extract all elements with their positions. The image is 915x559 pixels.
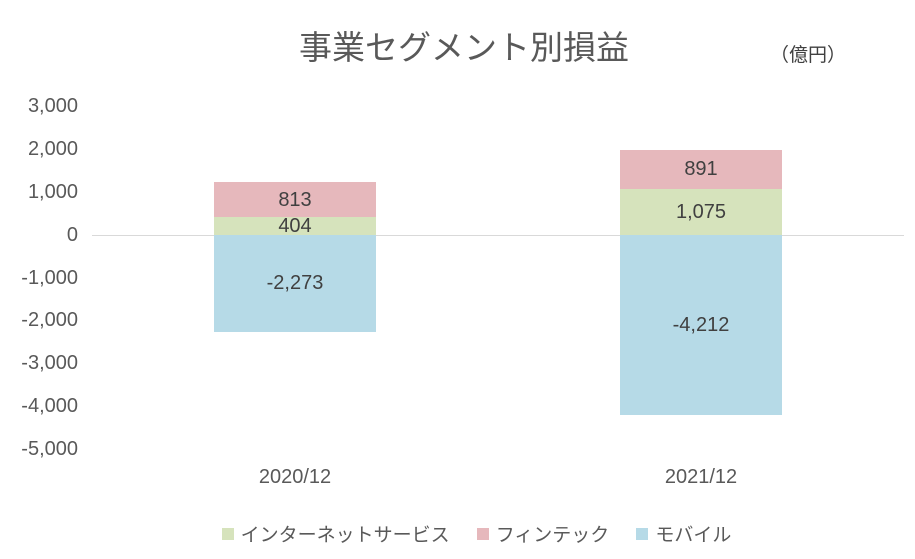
segment-value-label: 404 — [278, 214, 312, 237]
unit-label: （億円） — [770, 45, 847, 66]
y-tick-label: 0 — [66, 223, 78, 246]
legend-label: インターネットサービス — [240, 525, 450, 546]
bar-segment-モバイル: -2,273 — [214, 234, 376, 333]
segment-value-label: 1,075 — [675, 200, 727, 223]
y-tick-label: -1,000 — [21, 266, 78, 289]
category-label: 2020/12 — [258, 466, 332, 488]
legend-label: フィンテック — [495, 525, 610, 546]
bar-segment-モバイル: -4,212 — [620, 234, 782, 416]
y-tick-label: -3,000 — [21, 352, 78, 375]
legend-swatch-icon — [221, 527, 234, 540]
legend-swatch-icon — [636, 527, 649, 540]
legend: インターネットサービス フィンテック モバイル — [19, 520, 915, 547]
segment-value-label: 813 — [278, 188, 312, 211]
category-label: 2021/12 — [664, 466, 738, 488]
zero-axis-line — [92, 235, 904, 236]
bar-segment-フィンテック: 891 — [620, 150, 782, 189]
legend-item-モバイル: モバイル — [636, 520, 731, 547]
y-tick-label: 3,000 — [27, 95, 78, 117]
legend-label: モバイル — [655, 525, 732, 546]
plot-area: 404 813 -2,273 1,075 891 -4,212 — [92, 106, 904, 449]
bar-segment-インターネットサービス: 1,075 — [620, 188, 782, 235]
bar-segment-インターネットサービス: 404 — [214, 214, 376, 237]
y-tick-label: 1,000 — [27, 180, 78, 203]
y-tick-label: -4,000 — [21, 395, 78, 418]
segment-value-label: -2,273 — [266, 272, 324, 295]
bar-segment-フィンテック: 813 — [214, 182, 376, 218]
legend-item-インターネットサービス: インターネットサービス — [221, 520, 450, 547]
segment-value-label: 891 — [684, 158, 718, 181]
legend-swatch-icon — [476, 527, 489, 540]
y-tick-label: 2,000 — [27, 137, 78, 160]
y-tick-label: -2,000 — [21, 309, 78, 332]
segment-value-label: -4,212 — [672, 313, 730, 336]
chart-title: 事業セグメント別損益 — [299, 29, 629, 66]
y-tick-label: -5,000 — [21, 438, 78, 460]
legend-item-フィンテック: フィンテック — [476, 520, 610, 547]
